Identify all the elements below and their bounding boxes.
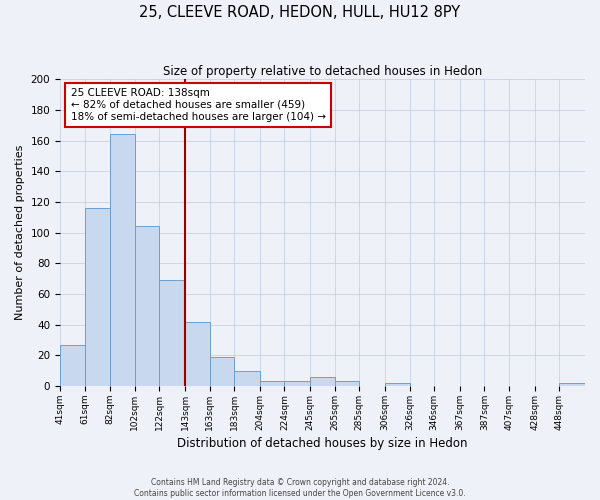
Bar (135, 226, 160, 386)
Bar (160, 280, 185, 386)
Bar (310, 377, 335, 386)
Text: 25 CLEEVE ROAD: 138sqm
← 82% of detached houses are smaller (459)
18% of semi-de: 25 CLEEVE ROAD: 138sqm ← 82% of detached… (71, 88, 326, 122)
Y-axis label: Number of detached properties: Number of detached properties (15, 145, 25, 320)
Text: 25, CLEEVE ROAD, HEDON, HULL, HU12 8PY: 25, CLEEVE ROAD, HEDON, HULL, HU12 8PY (139, 5, 461, 20)
Title: Size of property relative to detached houses in Hedon: Size of property relative to detached ho… (163, 65, 482, 78)
Bar (385, 383, 410, 386)
Bar (260, 382, 284, 386)
Bar (284, 382, 310, 386)
Text: Contains HM Land Registry data © Crown copyright and database right 2024.
Contai: Contains HM Land Registry data © Crown c… (134, 478, 466, 498)
X-axis label: Distribution of detached houses by size in Hedon: Distribution of detached houses by size … (177, 437, 468, 450)
Bar (234, 370, 260, 386)
Bar (85, 208, 110, 386)
Bar (110, 134, 135, 386)
Bar (185, 322, 209, 386)
Bar (559, 383, 585, 386)
Bar (60, 344, 85, 386)
Bar (335, 382, 359, 386)
Bar (209, 357, 234, 386)
